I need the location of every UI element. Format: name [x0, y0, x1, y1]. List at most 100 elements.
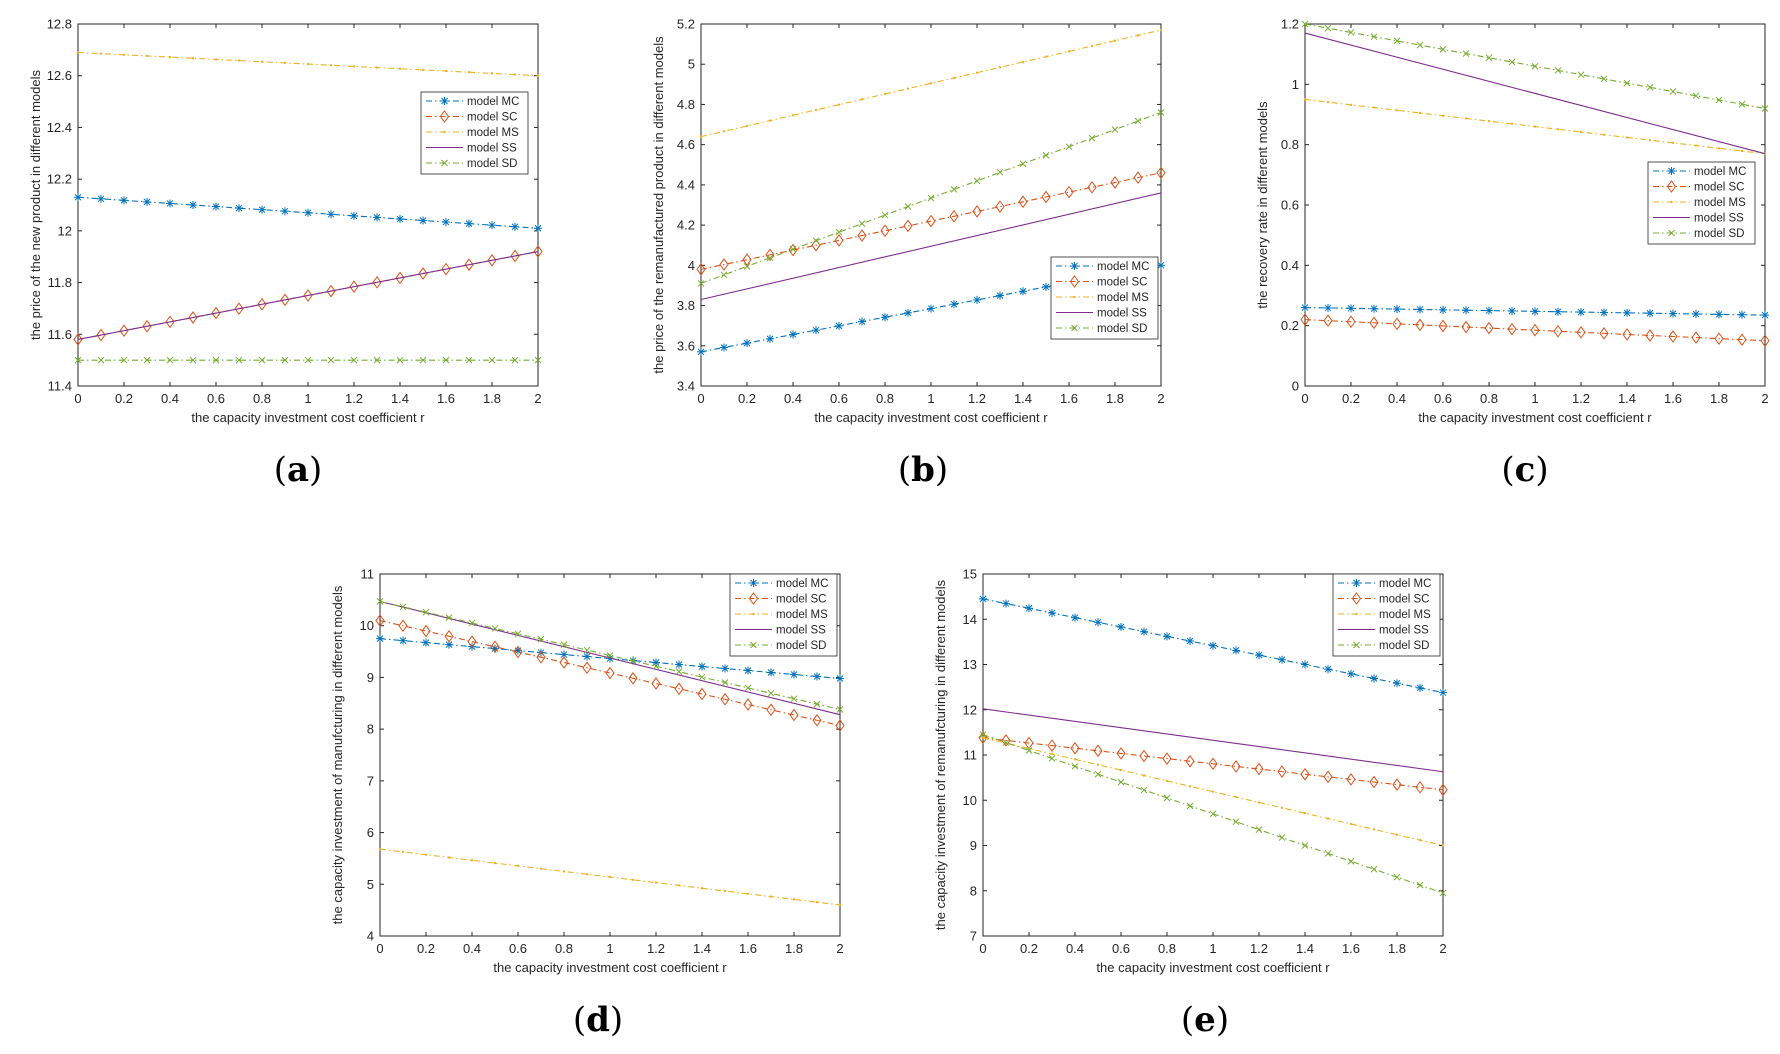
data-point [1324, 303, 1332, 312]
y-tick-label: 4.8 [677, 97, 695, 112]
chart-panel-c: 0 0.2 0.4 0.6 0.8 1 1.2 1.4 1.6 1.8 2 0 0.2 0.4 0.6 0.8… [1255, 17, 1770, 425]
data-point [534, 356, 542, 364]
data-point [1622, 328, 1632, 341]
data-point [166, 199, 174, 208]
data-point [376, 634, 384, 643]
data-point [1737, 333, 1747, 347]
series-model-mc [1301, 303, 1769, 320]
data-point [166, 356, 174, 364]
data-point [1025, 604, 1033, 613]
y-tick-label: 0.8 [1281, 137, 1299, 152]
data-point [442, 356, 450, 364]
x-tick-label: 0.6 [207, 391, 225, 406]
data-point [1370, 865, 1378, 873]
y-axis-label: the capacity investment of remanufcturin… [933, 579, 948, 930]
data-point [1392, 317, 1402, 331]
data-point [401, 850, 405, 854]
data-point [699, 135, 703, 138]
data-point [257, 297, 267, 311]
data-point [419, 216, 427, 225]
data-point [189, 201, 197, 209]
x-tick-label: 0.2 [115, 391, 133, 406]
data-point [234, 302, 244, 316]
data-point [1094, 770, 1102, 778]
data-point [1717, 147, 1721, 150]
data-point [720, 692, 730, 706]
data-point [1531, 62, 1539, 70]
data-point [1041, 190, 1051, 204]
data-point [1602, 133, 1606, 136]
chart-svg: 0 0.2 0.4 0.6 0.8 1 1.2 1.4 1.6 1.8 2 11.4 11.6 11.8 1… [28, 17, 543, 425]
data-point [1347, 29, 1355, 36]
data-point [165, 315, 175, 329]
data-point [1715, 96, 1723, 104]
data-point [1157, 109, 1165, 116]
legend-marker [1071, 324, 1078, 332]
x-tick-label: 1.4 [693, 941, 711, 956]
legend-label: model MS [1379, 609, 1431, 621]
y-tick-label: 8 [367, 722, 374, 737]
x-tick-label: 0.2 [738, 391, 756, 406]
data-point [1301, 842, 1309, 849]
data-point [378, 847, 382, 851]
data-point [1324, 665, 1332, 674]
legend-marker [1070, 262, 1079, 270]
data-point [790, 695, 798, 703]
series-model-sc [375, 614, 845, 732]
y-tick-label: 4.4 [677, 177, 695, 192]
legend-marker [441, 159, 448, 167]
x-tick-label: 1.8 [483, 391, 501, 406]
series-model-sd [1301, 20, 1769, 112]
data-point [513, 645, 523, 659]
legend-item: model MS [1338, 609, 1431, 621]
data-point [583, 646, 591, 654]
x-tick-label: 1.2 [345, 391, 363, 406]
legend-item: model SC [1056, 275, 1148, 289]
data-point [375, 66, 379, 69]
legend: model MC model SC model MS model SS model SD [1050, 256, 1159, 340]
data-point [746, 892, 750, 896]
series-model-ss [77, 251, 539, 340]
data-point [1556, 128, 1560, 131]
data-point [1185, 754, 1195, 768]
data-point [1349, 103, 1353, 107]
x-tick-label: 0.4 [463, 941, 481, 956]
data-point [697, 687, 707, 701]
legend-label: model SS [1097, 308, 1147, 320]
legend-marker [1670, 200, 1673, 204]
data-point [536, 74, 540, 77]
caption-e: (e) [1180, 1000, 1230, 1040]
data-point [188, 311, 198, 324]
data-point [881, 313, 889, 322]
data-point [1065, 143, 1073, 151]
data-point [1157, 261, 1165, 270]
series-line [1304, 32, 1766, 155]
data-point [1042, 282, 1050, 291]
data-point [745, 124, 749, 128]
x-tick-label: 1.4 [1618, 391, 1636, 406]
data-point [424, 853, 428, 856]
data-point [1395, 109, 1399, 112]
data-point [766, 334, 774, 343]
legend-marker [1667, 167, 1676, 175]
data-point [1576, 325, 1586, 339]
x-tick-label: 1.8 [1106, 391, 1124, 406]
data-point [398, 619, 408, 633]
data-point [996, 291, 1004, 300]
x-tick-label: 2 [1439, 941, 1446, 956]
y-tick-label: 1.2 [1281, 17, 1299, 32]
x-tick-label: 0.4 [784, 391, 802, 406]
y-tick-label: 3.6 [677, 338, 695, 353]
data-point [1554, 67, 1562, 74]
series-line [700, 172, 1162, 270]
data-point [96, 328, 106, 342]
data-point [1761, 311, 1769, 320]
data-point [1231, 760, 1241, 773]
y-tick-label: 4.6 [677, 137, 695, 152]
data-point [349, 280, 359, 294]
data-point [442, 218, 450, 227]
data-point [698, 662, 706, 671]
data-point [744, 684, 752, 692]
data-point [306, 62, 310, 66]
data-point [677, 884, 681, 887]
